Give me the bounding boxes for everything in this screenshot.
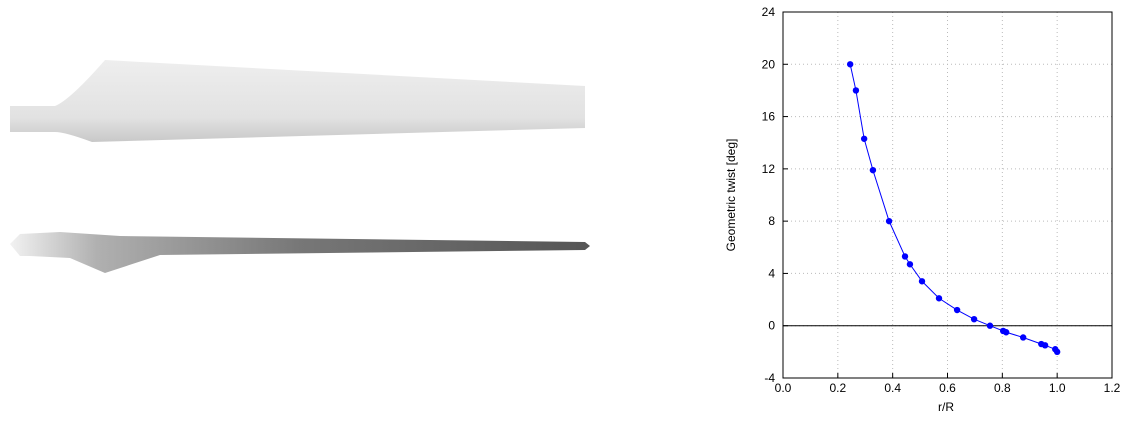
data-point	[861, 136, 867, 142]
data-point	[919, 278, 925, 284]
data-point	[902, 253, 908, 259]
x-tick-label: 0.2	[829, 381, 846, 395]
data-point	[1054, 349, 1060, 355]
y-tick-label: 8	[768, 214, 775, 228]
data-point	[853, 87, 859, 93]
x-tick-label: 0.4	[884, 381, 901, 395]
data-point	[1042, 342, 1048, 348]
y-tick-label: 0	[768, 319, 775, 333]
y-tick-label: 4	[768, 266, 775, 280]
blade-side-view	[10, 232, 590, 273]
blade-top-view	[10, 60, 585, 142]
x-tick-label: 0.6	[939, 381, 956, 395]
x-tick-label: 1.0	[1049, 381, 1066, 395]
data-point	[936, 295, 942, 301]
data-point	[907, 261, 913, 267]
plot-frame	[783, 12, 1112, 378]
screen: r/R Geometric twist [deg] -4048121620240…	[0, 0, 1128, 418]
data-point	[987, 323, 993, 329]
y-tick-label: 16	[762, 110, 776, 124]
y-tick-label: 12	[762, 162, 776, 176]
data-point	[1020, 334, 1026, 340]
y-tick-label: 24	[762, 5, 776, 19]
y-axis-label: Geometric twist [deg]	[724, 139, 738, 252]
x-tick-label: 0.8	[994, 381, 1011, 395]
data-point	[847, 61, 853, 67]
data-point	[1003, 329, 1009, 335]
chart: r/R Geometric twist [deg]	[724, 139, 954, 414]
x-axis-label: r/R	[938, 400, 954, 414]
data-point	[971, 316, 977, 322]
x-tick-label: 0.0	[775, 381, 792, 395]
data-point	[954, 307, 960, 313]
data-point	[886, 218, 892, 224]
y-tick-label: 20	[762, 57, 776, 71]
x-tick-label: 1.2	[1104, 381, 1121, 395]
data-point	[870, 167, 876, 173]
series-line	[850, 64, 1057, 352]
